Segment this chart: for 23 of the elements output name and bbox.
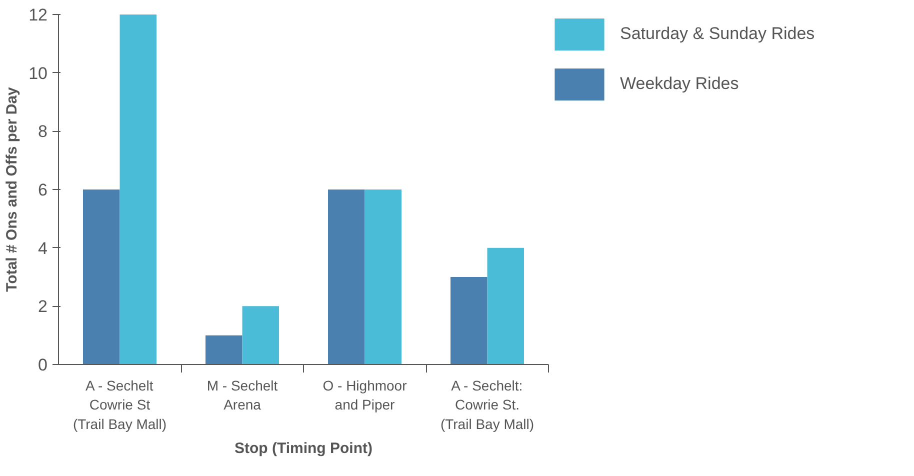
y-tick-label: 0: [38, 356, 48, 374]
y-tick-label: 8: [38, 122, 48, 142]
y-tick-label: 10: [28, 64, 48, 83]
legend-label: Weekday Rides: [620, 74, 740, 94]
x-tick-label: A - Sechelt Cowrie St (Trail Bay Mall): [72, 378, 167, 432]
legend-label: Saturday & Sunday Rides: [620, 24, 816, 44]
bar: [450, 277, 488, 364]
y-tick-label: 2: [38, 297, 48, 316]
bar: [328, 190, 365, 364]
bar: [242, 306, 279, 364]
x-tick-label: O - Highmoor and Piper: [322, 378, 408, 413]
y-axis-title: Total # Ons and Offs per Day: [4, 86, 21, 292]
bar: [487, 248, 524, 364]
y-tick-label: 4: [38, 238, 48, 258]
x-tick-label: A - Sechelt: Cowrie St. (Trail Bay Mall): [440, 378, 534, 432]
bar: [206, 335, 242, 364]
bar: [364, 190, 402, 364]
x-tick-label: M - Sechelt Arena: [206, 378, 278, 413]
y-tick-label: 12: [28, 6, 48, 24]
y-tick-label: 6: [38, 180, 48, 200]
x-axis-title: Stop (Timing Point): [234, 440, 373, 457]
bar: [83, 190, 120, 364]
bar: [120, 14, 156, 364]
